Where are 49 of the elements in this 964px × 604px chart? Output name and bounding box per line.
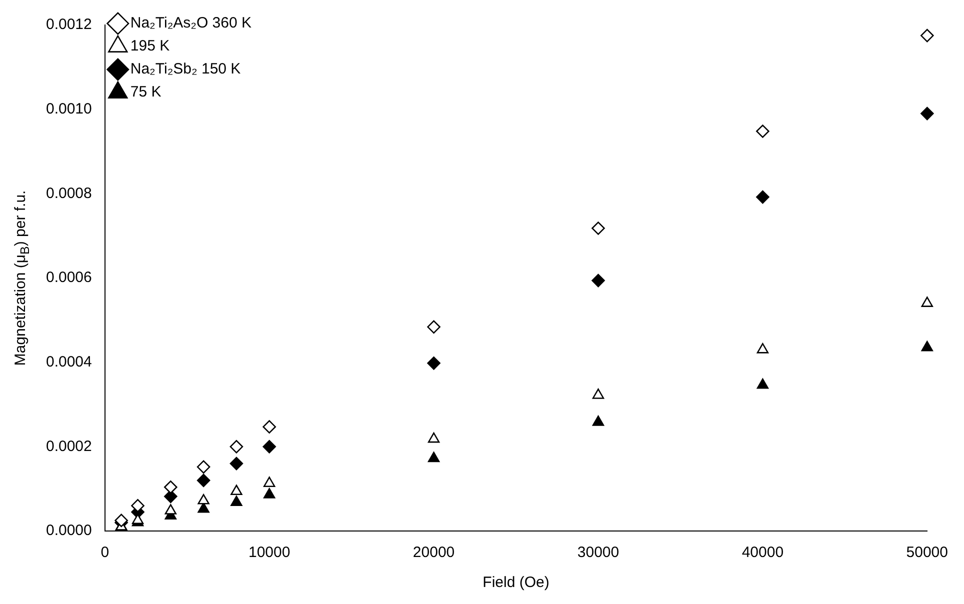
y-tick-label: 0.0008 (46, 184, 92, 202)
point (131, 499, 144, 512)
point (920, 106, 934, 120)
x-tick-label: 20000 (412, 544, 455, 562)
point (164, 504, 177, 514)
x-tick-label: 0 (100, 544, 110, 562)
point (756, 378, 769, 389)
point (592, 416, 604, 426)
point (262, 440, 276, 454)
legend-label: 75 K (130, 84, 162, 101)
point (164, 490, 178, 504)
x-tick-label: 30000 (577, 544, 620, 562)
legend-label: 195 K (130, 38, 170, 55)
x-tick-label: 40000 (742, 544, 784, 562)
point (756, 343, 769, 354)
point (262, 420, 276, 434)
point (263, 488, 276, 498)
point (592, 222, 605, 235)
point (427, 320, 440, 334)
point (230, 440, 244, 454)
point (230, 456, 244, 470)
point (756, 190, 770, 204)
legend-label: Na₂Ti₂Sb₂ 150 K (130, 60, 241, 78)
point (756, 124, 770, 138)
x-tick-label: 50000 (906, 544, 948, 562)
y-tick-label: 0.0004 (46, 353, 92, 370)
point (196, 460, 210, 474)
point (592, 274, 605, 288)
point (592, 388, 604, 399)
y-tick-label: 0.0000 (46, 522, 92, 540)
point (164, 480, 178, 494)
y-tick-label: 0.0006 (46, 269, 92, 286)
y-tick-label: 0.0002 (46, 438, 92, 455)
point (196, 474, 210, 488)
point (921, 296, 933, 307)
y-tick-label: 0.0010 (46, 100, 92, 118)
point (428, 452, 440, 462)
x-axis-title: Field (Oe) (482, 574, 550, 592)
point (230, 496, 242, 506)
point (920, 28, 934, 42)
legend-label: Na₂Ti₂As₂O 360 K (130, 14, 252, 32)
point (198, 494, 210, 504)
x-tick-label: 10000 (248, 544, 290, 562)
y-tick-label: 0.0012 (46, 16, 92, 34)
point (230, 484, 242, 496)
point (427, 356, 440, 370)
point (921, 340, 933, 352)
point (428, 432, 440, 443)
point (263, 476, 276, 487)
